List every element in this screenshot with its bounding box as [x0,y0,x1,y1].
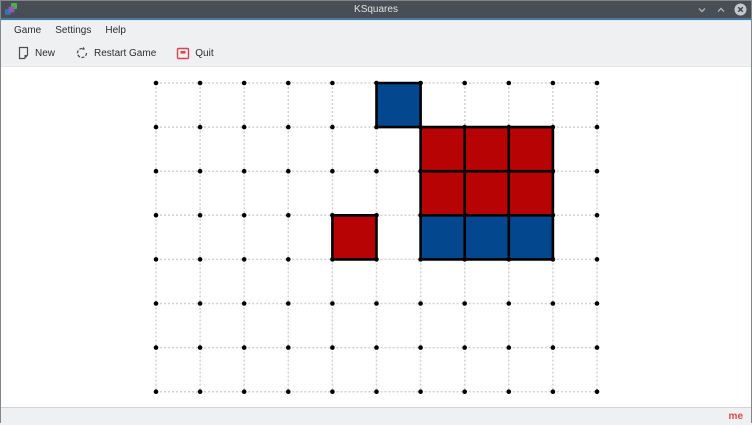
maximize-button[interactable] [714,3,728,17]
titlebar-highlight-line [1,20,751,21]
titlebar-accent-line [1,18,751,20]
restart-game-label: Restart Game [94,47,157,59]
restart-icon [76,46,88,59]
game-board[interactable] [1,67,751,407]
quit-button[interactable]: Quit [170,43,219,64]
menu-help[interactable]: Help [105,25,126,36]
new-game-label: New [35,47,56,59]
window-title: KSquares [354,4,398,15]
close-icon [734,3,746,16]
ksquares-app-icon [5,3,17,15]
new-document-icon [18,46,29,60]
minimize-button[interactable] [695,3,709,17]
menubar: Game Settings Help [1,21,751,40]
menu-game[interactable]: Game [14,25,42,36]
window-controls [695,1,747,18]
toolbar: New Restart Game Quit [1,40,751,66]
quit-label: Quit [195,47,214,59]
chevron-up-icon [717,7,725,12]
current-player-label: me [728,411,743,422]
restart-game-button[interactable]: Restart Game [69,42,162,64]
close-button[interactable] [733,3,747,17]
chevron-down-icon [698,7,706,12]
menu-settings[interactable]: Settings [55,25,92,36]
game-canvas [1,66,751,407]
titlebar: KSquares [1,1,751,18]
new-game-button[interactable]: New [11,42,61,64]
statusbar: me [1,407,751,425]
quit-icon [177,47,190,59]
